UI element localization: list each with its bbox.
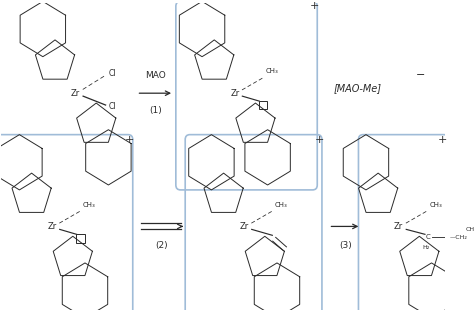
- Text: CH₃: CH₃: [83, 202, 96, 208]
- Text: C: C: [425, 234, 430, 240]
- Text: +: +: [438, 135, 447, 145]
- Text: Zr: Zr: [239, 222, 249, 231]
- Text: Zr: Zr: [71, 89, 80, 98]
- Text: CH₃: CH₃: [429, 202, 442, 208]
- Text: Zr: Zr: [230, 89, 239, 98]
- Text: Zr: Zr: [47, 222, 57, 231]
- Text: CH₃: CH₃: [275, 202, 288, 208]
- Text: [MAO-Me]: [MAO-Me]: [333, 83, 381, 93]
- Text: (2): (2): [155, 241, 168, 250]
- Text: Cl: Cl: [109, 69, 116, 78]
- Text: −: −: [416, 70, 425, 81]
- Text: Zr: Zr: [394, 222, 403, 231]
- Text: (3): (3): [339, 241, 352, 250]
- Text: MAO: MAO: [145, 71, 165, 80]
- Text: CH₃: CH₃: [266, 68, 279, 74]
- Bar: [76, 234, 84, 243]
- Text: (1): (1): [149, 106, 162, 115]
- Text: +: +: [314, 135, 324, 145]
- Text: +: +: [310, 1, 319, 11]
- Text: —CH₂: —CH₂: [449, 235, 467, 240]
- Text: +: +: [125, 135, 135, 145]
- Text: H₂: H₂: [422, 245, 429, 250]
- Text: CH₃: CH₃: [465, 227, 474, 232]
- Text: Cl: Cl: [109, 101, 116, 110]
- Bar: [259, 100, 267, 109]
